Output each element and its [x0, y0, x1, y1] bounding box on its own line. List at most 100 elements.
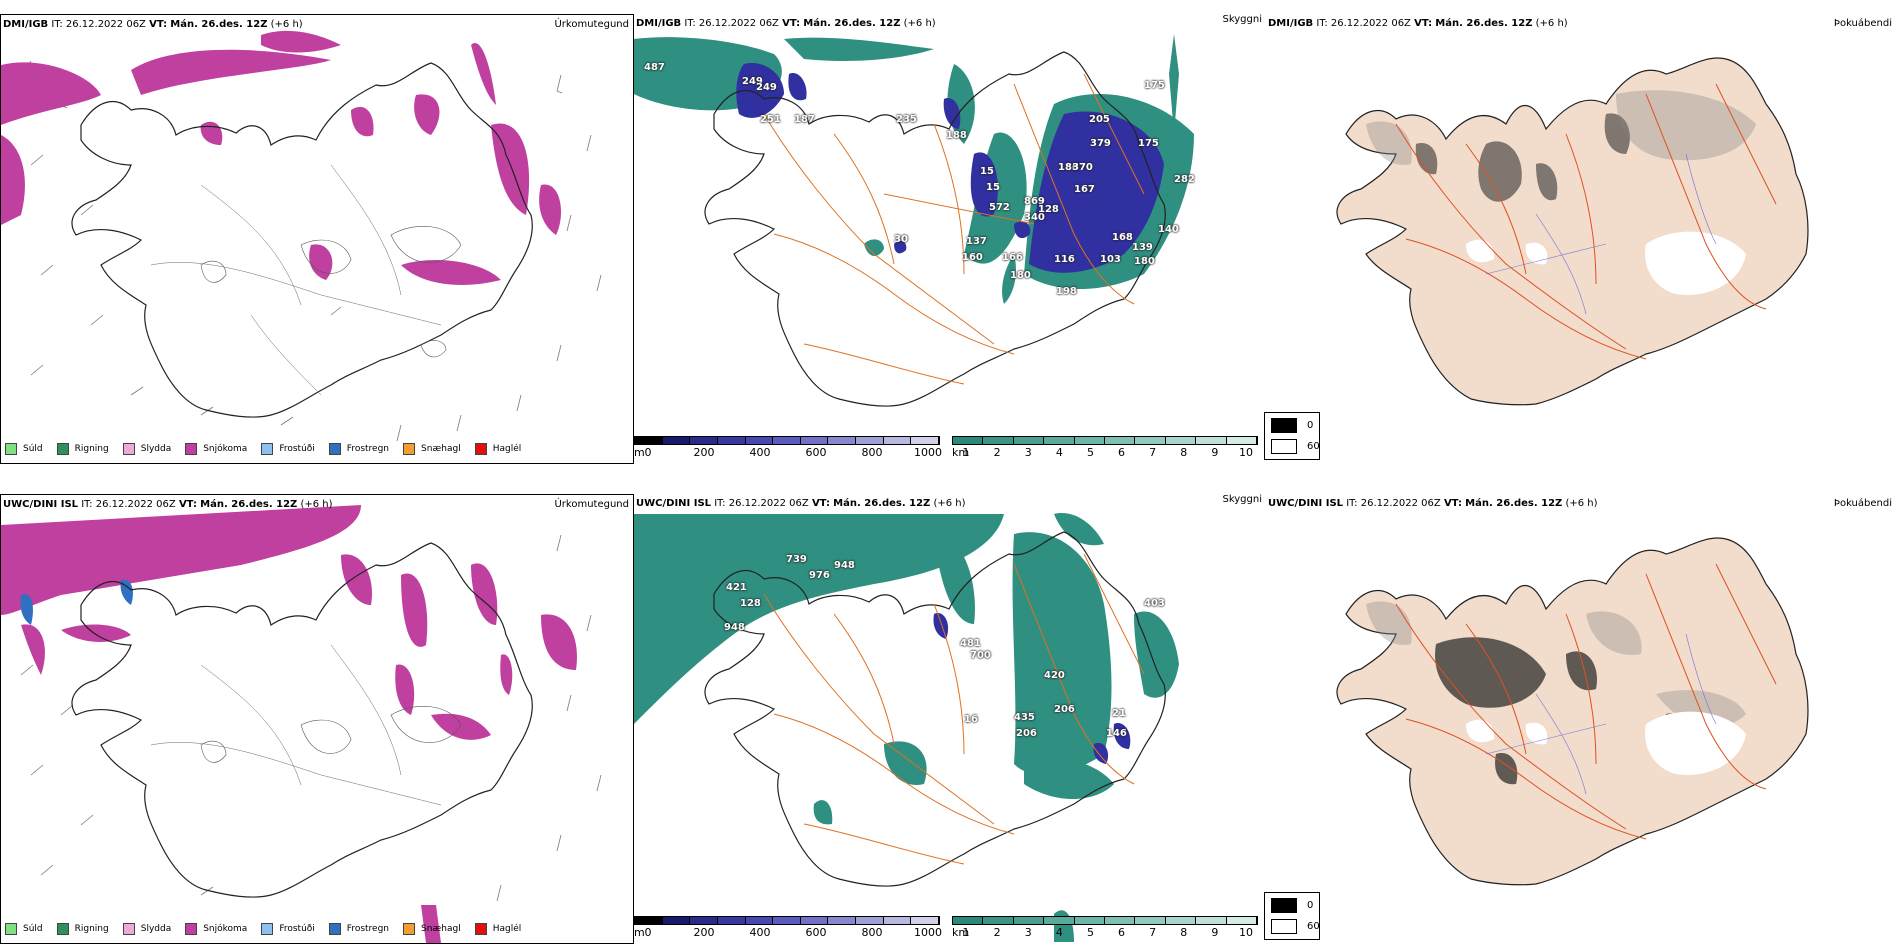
height-label: 379 [1090, 138, 1111, 149]
fog-legend-row: 0 [1271, 418, 1313, 433]
height-label: 206 [1054, 704, 1075, 715]
vt-label: VT: [811, 498, 830, 509]
fog-swatch-black [1271, 418, 1297, 433]
legend-swatch [328, 443, 341, 455]
precip-legend-item: Slydda [122, 923, 172, 935]
rivers [1485, 153, 1717, 315]
colorbar-strip [634, 916, 940, 925]
fog-indicator-areas [1415, 113, 1630, 202]
colorbar-ticks: 1 2 3 4 5 6 7 8 9 10 [952, 446, 1258, 460]
colorbar-segment [1165, 437, 1197, 444]
legend-swatch [56, 443, 69, 455]
height-label: 948 [724, 622, 745, 633]
height-label: 948 [834, 560, 855, 571]
vt-label: VT: [1414, 18, 1433, 29]
fog-swatch-white [1271, 439, 1297, 454]
colorbar-segment [773, 437, 801, 444]
fog-legend-value: 60 [1307, 921, 1320, 932]
it-label: IT: [714, 498, 726, 509]
fog-map-dmi: DMI/IGB IT: 26.12.2022 06Z VT: Mán. 26.d… [1266, 14, 1896, 462]
it-label: IT: [1316, 18, 1328, 29]
legend-swatch [474, 443, 487, 455]
road-network [1395, 563, 1777, 840]
colorbar-segment [1104, 437, 1136, 444]
precip-legend-item: Snjókoma [185, 923, 247, 935]
legend-swatch [328, 923, 341, 935]
height-label: 180 [1010, 270, 1031, 281]
legend-label: Súld [23, 444, 43, 454]
visibility-colorbar: 1 2 3 4 5 6 7 8 9 10 km [952, 916, 1258, 940]
height-label: 168 [1112, 232, 1133, 243]
legend-label: Frostregn [346, 444, 390, 454]
height-label: 160 [962, 252, 983, 263]
panel-header: DMI/IGB IT: 26.12.2022 06Z VT: Mán. 26.d… [636, 18, 936, 29]
road-network [1395, 83, 1777, 360]
colorbar-segment [690, 917, 718, 924]
colorbar-tick-label: 600 [805, 926, 827, 939]
colorbar-strip [634, 436, 940, 445]
height-label: 340 [1024, 212, 1045, 223]
colorbar-segment [1226, 437, 1257, 444]
rivers-roads [150, 164, 442, 396]
colorbar-unit: m [634, 926, 645, 939]
colorbar-segment [883, 437, 912, 444]
legend-label: Slydda [140, 924, 172, 934]
height-label: 15 [986, 182, 1000, 193]
legend-swatch [261, 443, 274, 455]
it-label: IT: [1346, 498, 1358, 509]
it-value: 26.12.2022 06Z [1360, 498, 1441, 509]
height-label: 481 [960, 638, 981, 649]
height-label: 420 [1044, 670, 1065, 681]
height-label: 16 [964, 714, 978, 725]
height-label: 175 [1144, 80, 1165, 91]
colorbar-segment [911, 917, 939, 924]
height-label: 198 [1056, 286, 1077, 297]
precip-legend-item: Haglél [474, 443, 521, 455]
height-label: 128 [1038, 204, 1059, 215]
model-name: UWC/DINI ISL [1268, 498, 1344, 509]
colorbar-segment [1044, 917, 1075, 924]
colorbar-tick-label: 200 [693, 446, 715, 459]
colorbar-strip [952, 436, 1258, 445]
height-label: 137 [966, 236, 987, 247]
legend-swatch [185, 443, 198, 455]
colorbar-segment [1226, 917, 1257, 924]
colorbar-segment [635, 437, 663, 444]
colorbar-segment [717, 917, 746, 924]
colorbar-tick-label: 0 [644, 926, 652, 939]
panel-header: DMI/IGB IT: 26.12.2022 06Z VT: Mán. 26.d… [1268, 18, 1568, 29]
rivers-roads [150, 644, 442, 806]
height-label: 186 [1058, 162, 1079, 173]
height-label: 15 [980, 166, 994, 177]
precip-legend-item: Súld [5, 923, 43, 935]
precip-legend-item: Frostregn [328, 923, 389, 935]
colorbar-segment [911, 437, 939, 444]
it-label: IT: [81, 499, 93, 510]
model-name: DMI/IGB [1268, 18, 1314, 29]
wind-barbs [20, 60, 602, 442]
colorbar-segment [662, 437, 691, 444]
precip-type-title: Úrkomutegund [554, 19, 629, 30]
road-network [763, 73, 1145, 385]
vt-value: Mán. 26.des. 12Z [1435, 18, 1533, 29]
legend-swatch [5, 443, 17, 455]
height-label: 188 [946, 130, 967, 141]
visibility-title: Skyggni [1222, 494, 1262, 505]
precip-legend-item: Frostregn [328, 443, 390, 455]
it-value: 26.12.2022 06Z [728, 498, 809, 509]
precip-legend-item: Rigning [56, 923, 109, 935]
glacier-area [1466, 711, 1746, 775]
visibility-title: Skyggni [1222, 14, 1262, 25]
colorbar-tick-label: 5 [1086, 446, 1094, 459]
fog-swatch-white [1271, 919, 1297, 934]
height-label: 869 [1024, 196, 1045, 207]
height-label: 103 [1100, 254, 1121, 265]
panel-header: UWC/DINI ISL IT: 26.12.2022 06Z VT: Mán.… [3, 499, 333, 510]
height-label: 249 [756, 82, 777, 93]
colorbar-ticks: 1 2 3 4 5 6 7 8 9 10 [952, 926, 1258, 940]
colorbar-unit: m [634, 446, 645, 459]
fog-title: Þokuábendi [1833, 18, 1892, 29]
colorbar-segment [1196, 437, 1227, 444]
colorbar-tick-label: 7 [1149, 446, 1157, 459]
colorbar-tick-label: 8 [1180, 926, 1188, 939]
